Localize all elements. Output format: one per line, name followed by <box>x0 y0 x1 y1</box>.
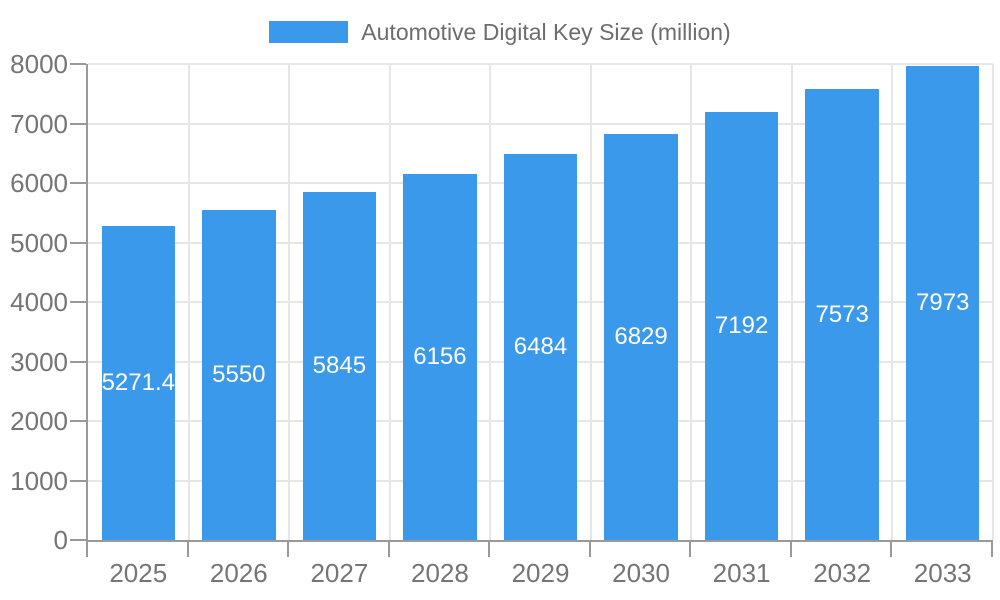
y-axis-label: 6000 <box>10 168 68 198</box>
gridline-vertical <box>589 64 592 540</box>
bar-2026[interactable]: 5550 <box>202 209 276 540</box>
bar-value-label: 5550 <box>212 360 266 388</box>
y-axis-tick <box>70 122 86 125</box>
x-axis-tick <box>991 542 993 557</box>
y-axis-tick <box>70 241 86 244</box>
y-axis-label: 3000 <box>10 346 68 377</box>
x-axis-label: 2028 <box>411 558 469 588</box>
x-axis-label: 2027 <box>310 558 369 588</box>
legend-swatch-icon <box>269 21 349 43</box>
bar-value-label: 7973 <box>916 288 970 316</box>
y-axis-label: 5000 <box>10 227 68 258</box>
bar-value-label: 6829 <box>614 322 668 350</box>
gridline-horizontal <box>88 122 993 125</box>
gridline-vertical <box>288 64 291 540</box>
gridline-vertical <box>891 64 894 540</box>
bar-value-label: 6156 <box>413 342 467 370</box>
x-axis-label: 2030 <box>612 558 670 588</box>
bar-2027[interactable]: 5845 <box>302 192 377 540</box>
gridline-vertical <box>992 64 994 540</box>
y-axis-tick <box>70 479 86 482</box>
y-axis-tick <box>70 301 86 303</box>
x-axis-label: 2033 <box>913 558 972 588</box>
x-axis-tick <box>789 542 792 557</box>
gridline-vertical <box>388 64 391 540</box>
chart-legend[interactable]: Automotive Digital Key Size (million) <box>0 16 1000 48</box>
bar-value-label: 7573 <box>815 300 869 328</box>
bar-value-label: 7192 <box>714 312 769 340</box>
gridline-horizontal <box>88 63 993 65</box>
x-axis-label: 2031 <box>712 558 771 588</box>
x-axis-tick <box>689 542 692 557</box>
y-axis-label: 0 <box>53 525 68 555</box>
y-axis-label: 2000 <box>10 406 68 436</box>
x-axis-label: 2026 <box>209 558 268 588</box>
x-axis-tick <box>488 542 491 557</box>
x-axis-label: 2025 <box>109 558 168 588</box>
x-axis-tick <box>186 542 189 557</box>
bar-2028[interactable]: 6156 <box>403 173 477 540</box>
x-axis-tick <box>387 542 390 557</box>
bar-2029[interactable]: 6484 <box>503 154 578 540</box>
x-axis-label: 2032 <box>813 558 872 588</box>
bar-2032[interactable]: 7573 <box>805 89 879 540</box>
y-axis-line <box>86 64 88 540</box>
y-axis-label: 8000 <box>10 49 68 79</box>
x-axis-line <box>86 540 993 542</box>
plot-area: 5271.4 5550 5845 6156 6484 6829 7192 7573 7973 <box>88 63 994 540</box>
x-axis-tick <box>588 542 591 557</box>
bar-value-label: 5271.4 <box>101 369 175 397</box>
x-axis-tick <box>86 542 88 557</box>
bar-value-label: 5845 <box>312 352 367 380</box>
bar-value-label: 6484 <box>513 333 568 361</box>
bar-2025[interactable]: 5271.4 <box>101 226 176 540</box>
bar-2030[interactable]: 6829 <box>604 133 678 540</box>
y-axis-label: 1000 <box>10 465 68 496</box>
y-axis-label: 4000 <box>10 287 68 317</box>
bar-2033[interactable]: 7973 <box>905 65 980 540</box>
x-axis-tick <box>890 542 893 557</box>
legend-series-label: Automotive Digital Key Size (million) <box>361 18 731 45</box>
y-axis-tick <box>70 63 86 65</box>
x-axis-label: 2029 <box>511 558 570 588</box>
bar-2031[interactable]: 7192 <box>704 112 779 540</box>
gridline-vertical <box>790 64 793 540</box>
y-axis-tick <box>70 182 86 184</box>
gridline-vertical <box>690 64 693 540</box>
gridline-vertical <box>489 64 492 540</box>
y-axis-label: 7000 <box>10 108 68 139</box>
gridline-vertical <box>187 64 190 540</box>
y-axis-tick <box>70 420 86 422</box>
x-axis-tick <box>287 542 290 557</box>
y-axis-tick <box>70 360 86 363</box>
y-axis-tick <box>70 539 86 541</box>
